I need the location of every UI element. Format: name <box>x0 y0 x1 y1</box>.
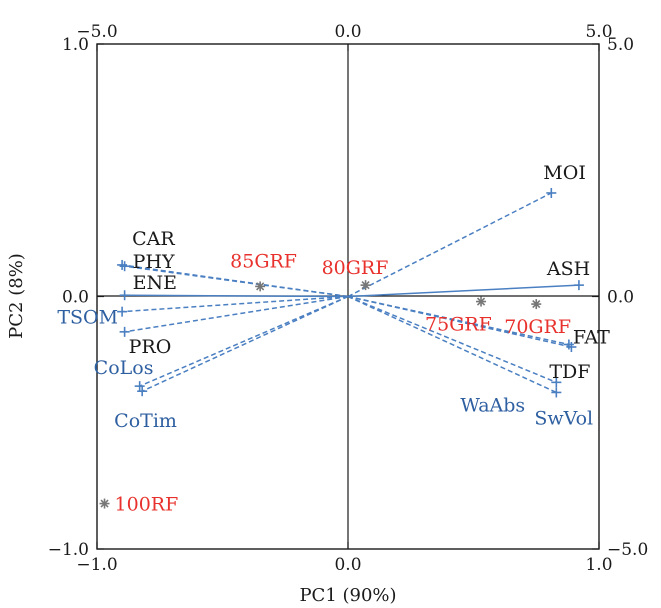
y2-tick-label: 0.0 <box>607 288 634 308</box>
variable-phy-marker <box>119 261 130 272</box>
variable-swvol-marker <box>551 387 562 398</box>
variable-label-colos: CoLos <box>94 357 154 379</box>
x-axis-title: PC1 (90%) <box>299 585 396 606</box>
variable-label-ash: ASH <box>546 258 590 280</box>
sample-100rf-marker <box>99 498 110 509</box>
variable-car-marker <box>117 259 128 270</box>
vector-moi <box>347 192 552 298</box>
variable-label-tdf: TDF <box>549 361 590 383</box>
y2-tick-label: 5.0 <box>607 35 634 55</box>
vector-tsom <box>122 295 349 313</box>
variable-label-fat: FAT <box>573 326 610 348</box>
variable-label-swvol: SwVol <box>534 407 593 429</box>
variable-label-moi: MOI <box>543 162 586 184</box>
sample-label-80grf: 80GRF <box>322 257 389 279</box>
variable-tsom-marker <box>117 306 128 317</box>
variable-tdf-marker <box>566 342 577 352</box>
sample-75grf-marker <box>476 296 487 307</box>
vector-cotim <box>141 295 349 392</box>
y-tick-label: −1.0 <box>48 540 89 560</box>
variable-label-pro: PRO <box>129 336 172 358</box>
vector-ene <box>124 294 349 298</box>
variable-moi-marker <box>546 187 557 198</box>
x2-tick-label: 0.0 <box>334 22 361 42</box>
variable-waabs-marker <box>551 377 562 388</box>
vector-fat <box>347 295 570 346</box>
variable-label-cotim: CoTim <box>114 410 177 432</box>
variable-ene-marker <box>119 290 130 301</box>
x-tick-label: 0.0 <box>334 555 361 575</box>
y-axis-title: PC2 (8%) <box>6 253 27 339</box>
sample-85grf-marker <box>255 281 266 292</box>
sample-70grf-marker <box>531 299 542 310</box>
sample-label-75grf: 75GRF <box>425 314 492 336</box>
y-tick-label: 1.0 <box>62 35 89 55</box>
vector-phy <box>124 265 349 298</box>
variable-pro-marker <box>119 326 130 337</box>
sample-80grf-marker <box>360 280 371 291</box>
vector-pro <box>124 295 349 333</box>
vector-tdf <box>347 295 572 348</box>
variable-ash-marker <box>573 280 584 291</box>
sample-label-85grf: 85GRF <box>230 250 297 272</box>
variable-label-ene: ENE <box>133 272 177 294</box>
y2-tick-label: −5.0 <box>607 540 648 560</box>
vector-ash <box>347 284 579 298</box>
sample-label-70grf: 70GRF <box>504 316 571 338</box>
x-tick-label: 1.0 <box>585 555 612 575</box>
vector-waabs <box>347 295 557 384</box>
variable-label-car: CAR <box>132 228 175 250</box>
variable-label-waabs: WaAbs <box>460 394 525 416</box>
variable-cotim-marker <box>137 386 148 397</box>
y-tick-label: 0.0 <box>62 288 89 308</box>
x-tick-label: −1.0 <box>76 555 117 575</box>
variable-fat-marker <box>563 339 574 350</box>
x2-tick-label: −5.0 <box>76 22 117 42</box>
sample-label-100rf: 100RF <box>115 494 179 516</box>
x2-tick-label: 5.0 <box>585 22 612 42</box>
variable-label-tsom: TSOM <box>57 307 118 329</box>
variable-colos-marker <box>134 381 145 392</box>
vector-colos <box>139 295 349 387</box>
vector-swvol <box>347 295 557 394</box>
variable-label-phy: PHY <box>133 251 175 273</box>
